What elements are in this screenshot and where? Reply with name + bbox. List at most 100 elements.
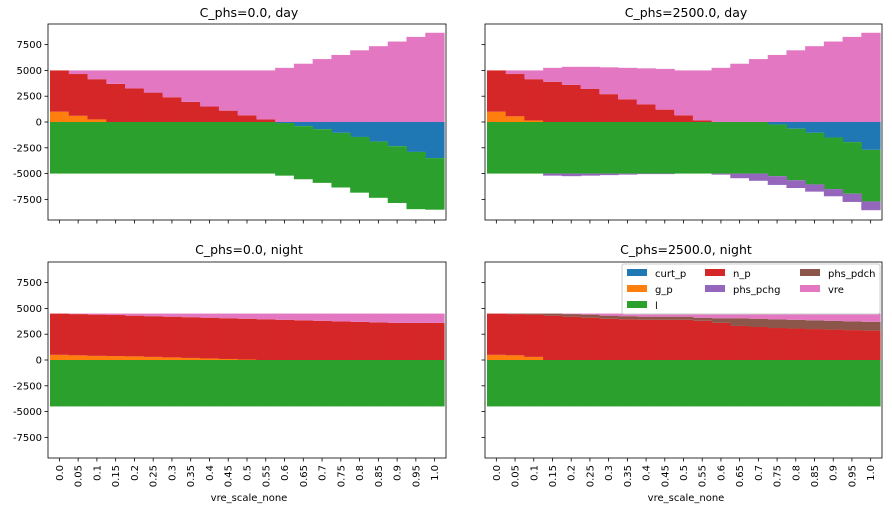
bar-segment-vre: [636, 68, 657, 105]
legend-label: phs_pchg: [733, 285, 780, 296]
bar-segment-n_p: [350, 321, 370, 360]
bar-segment-l: [505, 360, 526, 407]
bar-segment-g_p: [143, 356, 164, 360]
x-tick-label: 0.7: [318, 465, 329, 481]
bar-segment-l: [143, 122, 164, 174]
bar-segment-phs_pdch: [861, 321, 881, 331]
bar-segment-l: [87, 360, 107, 407]
series-n_p: [49, 70, 276, 122]
bar-segment-phs_pchg: [842, 193, 862, 202]
bar-segment-vre: [636, 313, 657, 317]
legend-label: g_p: [655, 285, 673, 296]
bar-segment-n_p: [162, 97, 182, 122]
x-tick-label: 0.3: [167, 465, 178, 481]
bar-segment-phs_pchg: [561, 173, 582, 177]
x-axis-label: vre_scale_none: [648, 493, 725, 504]
bar-segment-g_p: [218, 358, 239, 360]
x-tick-label: 0.3: [604, 465, 615, 481]
bar-segment-l: [256, 360, 276, 407]
bar-segment-n_p: [636, 319, 657, 360]
series-l: [49, 122, 445, 210]
bar-segment-n_p: [143, 92, 164, 122]
series-n_p: [486, 313, 881, 360]
x-tick-label: 1.0: [430, 465, 441, 481]
bar-segment-l: [237, 360, 257, 407]
bar-segment-vre: [237, 313, 257, 319]
bar-segment-phs_pchg: [767, 176, 788, 185]
legend-swatch-phs_pchg: [705, 285, 725, 292]
x-tick-label: 0.9: [829, 465, 840, 481]
bar-segment-vre: [692, 313, 713, 318]
x-tick-label: 0.05: [511, 465, 522, 487]
bar-segment-l: [312, 360, 333, 407]
bar-segment-vre: [68, 313, 89, 315]
x-tick-label: 0.95: [847, 465, 858, 487]
bar-segment-l: [331, 360, 351, 407]
x-tick-label: 0.4: [205, 465, 216, 481]
series-vre: [561, 313, 881, 322]
bar-segment-vre: [350, 313, 370, 322]
plot-area: [486, 313, 881, 407]
bar-segment-n_p: [387, 322, 408, 360]
bar-segment-l: [49, 360, 70, 407]
bar-segment-l: [425, 360, 445, 407]
bar-segment-l: [617, 360, 638, 407]
bar-segment-g_p: [87, 355, 107, 360]
bar-segment-l: [561, 122, 582, 174]
bar-segment-l: [674, 360, 694, 407]
legend-label: n_p: [733, 269, 751, 280]
bar-segment-vre: [823, 41, 844, 122]
bar-segment-n_p: [786, 328, 806, 360]
bar-segment-n_p: [580, 88, 600, 122]
bar-segment-vre: [543, 67, 563, 82]
bar-segment-vre: [106, 70, 126, 84]
bar-segment-n_p: [162, 316, 182, 358]
bar-segment-n_p: [200, 106, 220, 122]
bar-segment-n_p: [68, 314, 89, 356]
bar-segment-vre: [406, 36, 426, 122]
x-tick-label: 0.0: [492, 465, 503, 481]
bar-segment-vre: [293, 63, 314, 122]
bar-segment-vre: [786, 50, 806, 122]
bar-segment-curt_p: [312, 122, 333, 130]
y-tick-label: -2500: [13, 381, 42, 392]
bar-segment-phs_pdch: [730, 318, 750, 326]
bar-segment-vre: [711, 313, 731, 319]
bar-segment-n_p: [256, 319, 276, 360]
bar-segment-l: [387, 146, 408, 203]
bar-segment-n_p: [87, 79, 107, 120]
bar-segment-g_p: [505, 116, 526, 122]
bar-segment-vre: [237, 70, 257, 116]
bar-segment-n_p: [237, 318, 257, 360]
bar-segment-vre: [125, 70, 145, 89]
bar-segment-phs_pchg: [861, 201, 881, 211]
bar-segment-curt_p: [823, 122, 844, 138]
x-tick-label: 1.0: [866, 465, 877, 481]
x-tick-label: 0.85: [810, 465, 821, 487]
bar-segment-g_p: [49, 111, 70, 122]
bar-segment-l: [655, 122, 675, 174]
bar-segment-l: [711, 122, 731, 174]
x-tick-label: 0.75: [773, 465, 784, 487]
bar-segment-phs_pdch: [580, 314, 600, 318]
bar-segment-l: [599, 122, 619, 174]
series-n_p: [486, 70, 713, 122]
x-tick-label: 0.55: [261, 465, 272, 487]
bar-segment-l: [524, 360, 544, 407]
bar-segment-l: [218, 360, 239, 407]
bar-segment-phs_pdch: [524, 313, 544, 315]
bar-segment-l: [293, 126, 314, 180]
x-tick-label: 0.2: [130, 465, 141, 481]
bar-segment-curt_p: [425, 122, 445, 159]
bar-segment-vre: [275, 67, 295, 122]
series-curt_p: [767, 122, 881, 150]
bar-segment-n_p: [106, 315, 126, 357]
bar-segment-vre: [524, 70, 544, 80]
bar-segment-vre: [749, 59, 769, 122]
series-vre: [68, 32, 445, 123]
legend-label: phs_pdch: [828, 269, 875, 280]
bar-segment-vre: [368, 46, 389, 122]
bar-segment-n_p: [767, 328, 788, 360]
bar-segment-phs_pdch: [617, 316, 638, 320]
bar-segment-vre: [312, 59, 333, 122]
